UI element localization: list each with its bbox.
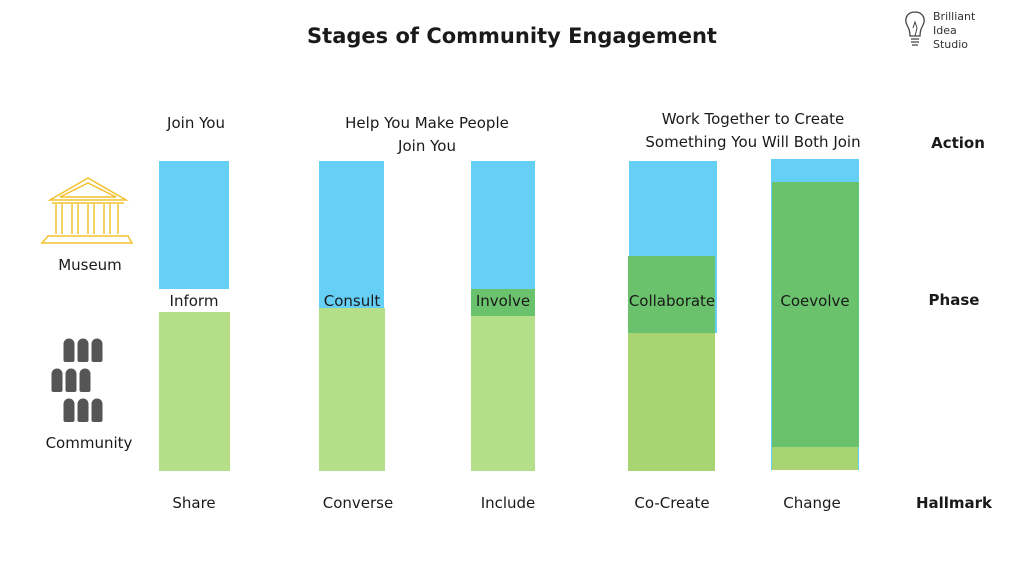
phase-consult: Consult — [323, 292, 381, 310]
community-bar-inform — [159, 312, 230, 471]
shared-bar-collaborate — [628, 256, 715, 333]
museum-bar-inform — [159, 161, 229, 289]
logo-line: Studio — [933, 38, 969, 51]
row-label-action: Action — [931, 134, 985, 152]
hallmark-share: Share — [172, 494, 216, 512]
action-together-line1: Work Together to Create — [661, 110, 845, 128]
hallmark-change: Change — [783, 494, 841, 512]
community-bar-consult — [319, 308, 385, 471]
row-label-phase: Phase — [928, 291, 980, 309]
logo-line: Brilliant — [933, 10, 976, 23]
shared-bar-coevolve — [772, 182, 859, 447]
action-help-line1: Help You Make People — [345, 114, 509, 132]
museum-icon — [40, 177, 134, 244]
actor-community: Community — [45, 434, 133, 452]
phase-collaborate: Collaborate — [628, 292, 716, 310]
community-bar-collaborate — [628, 333, 715, 471]
logo-line: Idea — [933, 24, 957, 37]
hallmark-include: Include — [480, 494, 536, 512]
community-bar-coevolve — [772, 447, 858, 470]
phase-involve: Involve — [475, 292, 531, 310]
action-join-you: Join You — [167, 114, 225, 132]
museum-bar-involve — [471, 161, 535, 289]
phase-coevolve: Coevolve — [780, 292, 850, 310]
phase-inform: Inform — [169, 292, 219, 310]
hallmark-converse: Converse — [322, 494, 394, 512]
actor-museum: Museum — [58, 256, 122, 274]
hallmark-co-create: Co-Create — [634, 494, 710, 512]
logo: Brilliant Idea Studio — [903, 10, 975, 54]
museum-bar-consult — [319, 161, 384, 308]
people-icon — [51, 338, 103, 422]
shared-bar-involve — [471, 289, 535, 316]
row-label-hallmark: Hallmark — [915, 494, 993, 512]
lightbulb-icon — [905, 11, 925, 46]
page-title: Stages of Community Engagement — [307, 24, 717, 48]
action-help-line2: Join You — [398, 137, 456, 155]
action-together-line2: Something You Will Both Join — [645, 133, 861, 151]
community-bar-involve — [471, 316, 535, 471]
